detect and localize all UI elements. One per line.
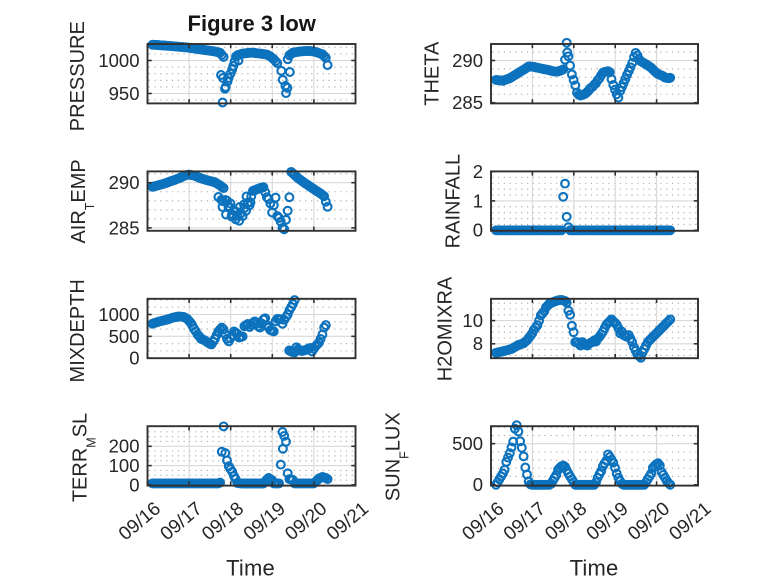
svg-text:290: 290 — [109, 172, 140, 193]
svg-text:1000: 1000 — [98, 50, 139, 71]
svg-text:H2OMIXRA: H2OMIXRA — [435, 276, 457, 381]
svg-text:285: 285 — [452, 92, 483, 113]
svg-text:TERRMSL: TERRMSL — [70, 413, 99, 502]
svg-text:1000: 1000 — [98, 304, 139, 325]
svg-text:AIRTEMP: AIRTEMP — [68, 159, 97, 243]
svg-text:0: 0 — [473, 220, 483, 241]
svg-text:Figure 3 low: Figure 3 low — [188, 11, 317, 36]
svg-text:SUNFLUX: SUNFLUX — [383, 412, 412, 501]
svg-text:100: 100 — [109, 455, 140, 476]
svg-text:500: 500 — [109, 326, 140, 347]
svg-text:500: 500 — [452, 433, 483, 454]
svg-text:0: 0 — [129, 348, 139, 369]
svg-text:Time: Time — [226, 556, 275, 581]
svg-text:THETA: THETA — [422, 41, 444, 106]
svg-text:950: 950 — [109, 83, 140, 104]
svg-text:MIXDEPTH: MIXDEPTH — [67, 279, 89, 382]
svg-text:285: 285 — [109, 217, 140, 238]
svg-text:200: 200 — [109, 436, 140, 457]
svg-text:Time: Time — [570, 556, 619, 581]
svg-text:290: 290 — [452, 50, 483, 71]
svg-text:8: 8 — [473, 333, 483, 354]
svg-text:0: 0 — [473, 474, 483, 495]
svg-text:2: 2 — [473, 161, 483, 182]
svg-text:0: 0 — [129, 474, 139, 495]
svg-text:1: 1 — [473, 190, 483, 211]
svg-text:RAINFALL: RAINFALL — [442, 154, 464, 248]
svg-text:10: 10 — [462, 310, 483, 331]
svg-text:PRESSURE: PRESSURE — [67, 21, 89, 131]
